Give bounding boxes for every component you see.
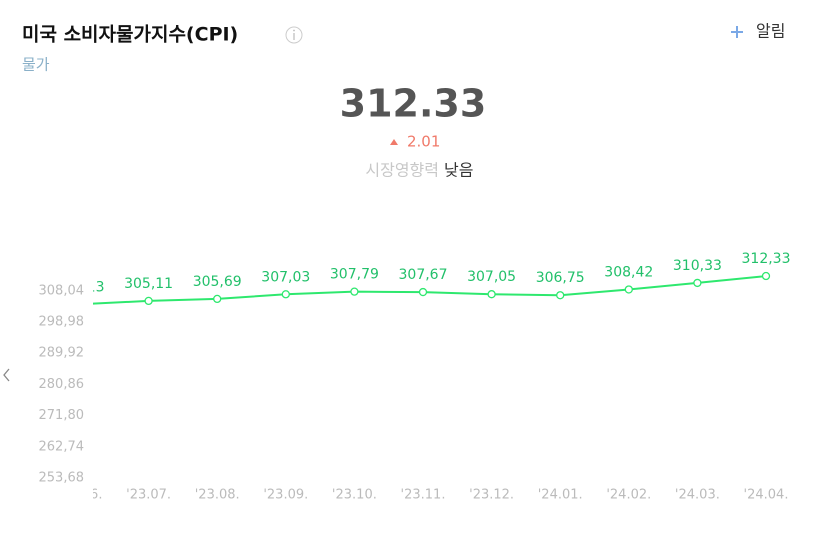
x-tick-label: '23.09. (263, 488, 308, 503)
alert-button[interactable]: 알림 (731, 22, 785, 41)
point (624, 285, 633, 294)
x-tick-label: '24.01. (538, 488, 583, 503)
point (213, 294, 222, 304)
info-icon[interactable] (285, 26, 303, 44)
value-label: 305,11 (124, 276, 173, 292)
x-tick-label: '23.11. (401, 488, 446, 503)
value-label: 307,67 (399, 267, 448, 283)
current-value: 312.33 (340, 82, 487, 126)
value-label: 306,75 (536, 270, 585, 286)
y-tick-label: 298,98 (39, 315, 85, 330)
value-label: 305,69 (193, 274, 242, 290)
change: 2.01 (407, 133, 440, 151)
value-label: 310,33 (673, 258, 722, 274)
x-tick-label: '23.06. (58, 488, 103, 503)
point (144, 296, 153, 306)
alert-label[interactable]: 알림 (756, 22, 785, 41)
y-tick-label: 253,68 (39, 471, 85, 486)
point (556, 291, 565, 300)
impact-label: 시장영향력 (365, 161, 439, 180)
x-tick-label: '23.12. (469, 488, 514, 503)
y-tick-label: 308,04 (39, 283, 85, 298)
point (761, 271, 771, 281)
point (350, 287, 359, 296)
point (77, 301, 84, 308)
x-tick-label: '24.03. (675, 488, 720, 503)
y-tick-label: 280,86 (39, 377, 85, 392)
title: 미국 소비자물가지수(CPI) (22, 24, 238, 46)
x-tick-label: '23.10. (332, 488, 377, 503)
value-label: 307,03 (261, 269, 310, 285)
point (281, 290, 290, 299)
x-tick-label: '23.07. (126, 488, 171, 503)
subtitle: 물가 (22, 56, 50, 74)
value-label: 304,13 (56, 279, 105, 295)
y-tick-label: 289,92 (39, 346, 85, 361)
value-label: 308,42 (604, 264, 653, 280)
value-label: 312,33 (742, 251, 791, 267)
y-tick-label: 262,74 (39, 439, 85, 454)
point (487, 290, 496, 299)
x-tick-label: '24.02. (606, 488, 651, 503)
x-tick-label: '23.08. (195, 488, 240, 503)
y-tick-label: 271,80 (39, 408, 85, 423)
point (418, 287, 428, 297)
y-axis: 253,68 262,74 271,80 280,86 289,92 298,98 308,… (39, 283, 85, 485)
point (693, 278, 702, 288)
prev-arrow[interactable] (3, 368, 10, 382)
up-arrow (390, 139, 398, 145)
plot: '23.06. '23.07. '23.08. '23.09. '23.10. '23.1… (56, 251, 791, 503)
impact-value: 낮음 (444, 161, 473, 180)
x-tick-label: '24.04. (744, 488, 789, 503)
value-label: 307,79 (330, 267, 379, 283)
value-label: 307,05 (467, 269, 516, 285)
